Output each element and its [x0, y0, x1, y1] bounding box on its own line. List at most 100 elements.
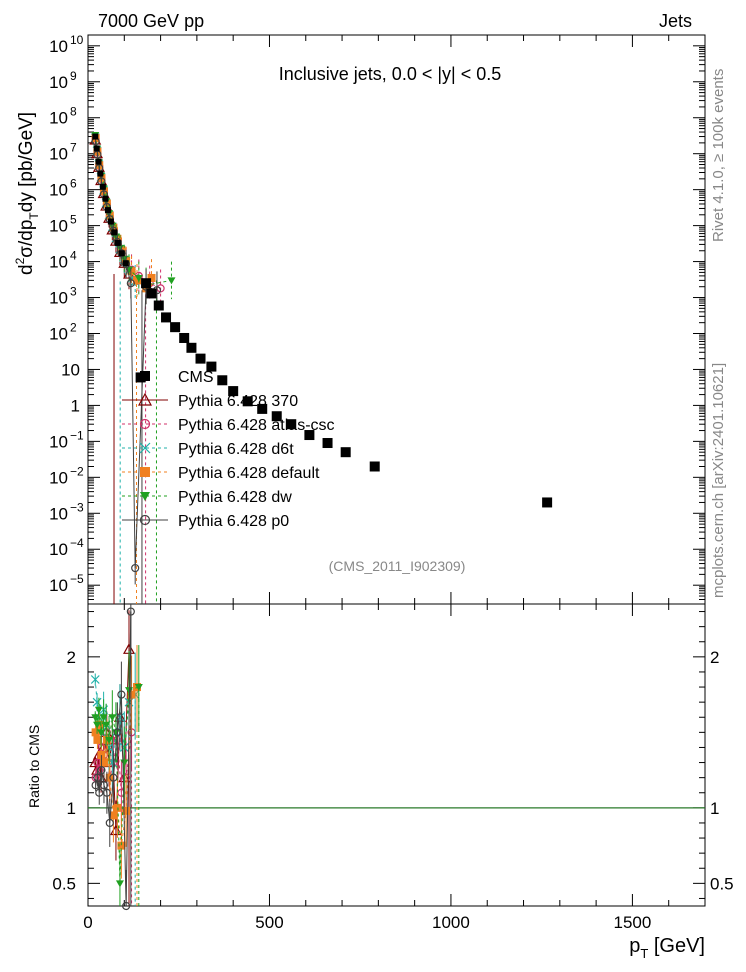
ratio-point — [99, 714, 108, 722]
side-label-rivet: Rivet 4.1.0, ≥ 100k events — [710, 69, 727, 242]
marker-stroke — [90, 675, 100, 684]
ratio-point — [99, 758, 108, 767]
header-left: 7000 GeV pp — [98, 11, 204, 31]
cms-data-point-lowpt — [122, 260, 129, 267]
y-tick-label: 10 — [49, 289, 68, 308]
cms-data-point — [161, 312, 172, 323]
series-layer — [89, 132, 176, 604]
y-tick-exponent: −1 — [70, 428, 84, 442]
cms-data-point-lowpt — [111, 229, 118, 236]
series-point — [126, 279, 135, 288]
y-tick-label: 10 — [49, 181, 68, 200]
y-tick-label: 10 — [49, 253, 68, 272]
cms-data-layer — [92, 133, 553, 508]
ratio-point — [108, 714, 117, 722]
legend-marker — [139, 442, 151, 454]
y-tick-exponent: 7 — [70, 141, 77, 155]
cms-data-point — [257, 403, 268, 414]
y-tick-exponent: 6 — [70, 177, 77, 191]
legend-label: Pythia 6.428 d6t — [178, 441, 294, 458]
y-tick-label: 10 — [49, 576, 68, 595]
cms-data-point — [322, 438, 333, 449]
legend-label: Pythia 6.428 atlas-csc — [178, 417, 335, 434]
legend-entry: Pythia 6.428 dw — [122, 489, 292, 506]
y-tick-label: 10 — [49, 217, 68, 236]
ratio-panel-frame — [87, 603, 706, 907]
header-right: Jets — [659, 11, 692, 31]
cms-data-point — [170, 322, 181, 333]
legend-marker — [139, 514, 151, 526]
ratio-point — [92, 697, 102, 707]
cms-data-point-lowpt — [95, 158, 102, 165]
y-tick-exponent: −5 — [70, 572, 84, 586]
ratio-point — [105, 818, 114, 828]
ratio-point — [97, 765, 106, 775]
ratio-point — [115, 880, 124, 888]
cms-data-point — [228, 386, 239, 397]
x-tick-label: 0 — [83, 913, 92, 932]
cms-data-point-lowpt — [107, 218, 114, 225]
y-tick-exponent: 3 — [70, 285, 77, 299]
ratio-point — [109, 811, 118, 820]
legend-label: Pythia 6.428 p0 — [178, 513, 289, 530]
legend-entry: Pythia 6.428 p0 — [122, 513, 289, 530]
ratio-point — [122, 901, 131, 911]
legend-marker — [139, 418, 151, 430]
cms-data-point — [146, 288, 157, 299]
ratio-point — [127, 690, 136, 699]
cms-data-point — [369, 461, 380, 472]
cms-data-point-lowpt — [114, 239, 121, 246]
ratio-tick-label-right: 2 — [710, 648, 719, 667]
y-tick-exponent: 10 — [70, 33, 84, 47]
ratio-series-4 — [91, 645, 143, 906]
y-tick-label: 10 — [49, 540, 68, 559]
cms-data-point-lowpt — [97, 170, 104, 177]
y-tick-label: 10 — [49, 432, 68, 451]
y-tick-label: 1 — [71, 396, 80, 415]
legend-entry: Pythia 6.428 370 — [122, 392, 298, 410]
ratio-point — [117, 690, 126, 699]
series-point — [131, 563, 140, 573]
y-axis-title-bottom: Ratio to CMS — [26, 725, 42, 808]
ratio-point — [109, 773, 118, 782]
y-tick-label: 10 — [49, 37, 68, 56]
cms-data-point — [340, 447, 351, 458]
ratio-point — [93, 721, 102, 729]
series-point — [167, 277, 176, 285]
cms-data-point — [242, 396, 253, 407]
legend-label: Pythia 6.428 370 — [178, 393, 298, 410]
legend: CMS Pythia 6.428 370 Pythia 6.428 atlas-cs… — [122, 369, 335, 530]
ratio-point — [93, 735, 102, 744]
legend-label: CMS — [178, 369, 214, 386]
y-axis-title-top: d2σ/dpTdy [pb/GeV] — [13, 112, 41, 275]
y-tick-exponent: 5 — [70, 213, 77, 227]
cms-data-point — [141, 278, 152, 289]
cms-data-point — [286, 419, 297, 430]
cms-data-point-lowpt — [102, 195, 109, 202]
ratio-point — [95, 788, 104, 797]
x-tick-label: 1500 — [613, 913, 651, 932]
series-point — [147, 273, 156, 282]
marker-stroke — [92, 697, 102, 707]
ratio-tick-label: 0.5 — [52, 874, 76, 893]
legend-entry: Pythia 6.428 default — [122, 465, 320, 482]
cms-data-point-lowpt — [92, 133, 99, 140]
ratio-point — [122, 806, 131, 815]
x-tick-label: 1000 — [432, 913, 470, 932]
legend-entry: Pythia 6.428 d6t — [122, 441, 294, 458]
legend-label: Pythia 6.428 dw — [178, 489, 292, 506]
y-tick-label: 10 — [49, 73, 68, 92]
cms-data-point — [271, 411, 282, 422]
ratio-point — [120, 759, 129, 767]
analysis-id: (CMS_2011_I902309) — [329, 558, 466, 574]
ratio-tick-label-right: 1 — [710, 799, 719, 818]
y-tick-exponent: 8 — [70, 105, 77, 119]
series-point — [117, 249, 126, 258]
cms-data-point — [206, 361, 217, 372]
y-tick-exponent: 2 — [70, 320, 77, 334]
cms-data-point-lowpt — [104, 207, 111, 214]
ratio-point — [94, 706, 103, 714]
ratio-tick-label-right: 0.5 — [710, 874, 734, 893]
cms-data-point-lowpt — [99, 183, 106, 190]
legend-marker — [137, 392, 153, 406]
